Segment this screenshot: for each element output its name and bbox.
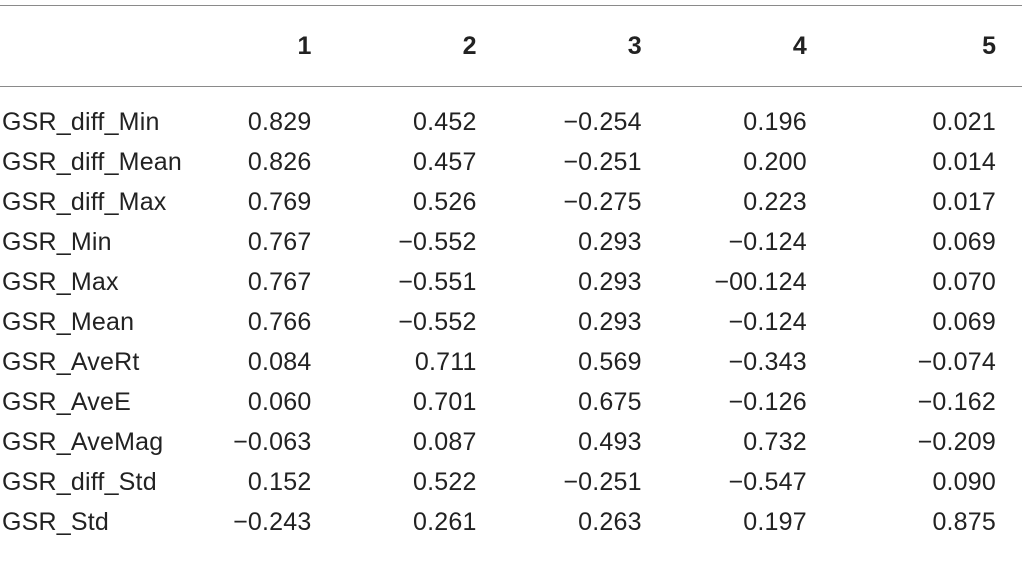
cell-col-2: −0.552 — [398, 227, 477, 256]
cell-col-4: −0.124 — [728, 307, 807, 336]
cell-col-5: 0.069 — [932, 227, 996, 256]
cell-col-5: 0.070 — [932, 267, 996, 296]
cell-col-5: 0.090 — [932, 467, 996, 496]
cell-col-2: 0.452 — [413, 107, 477, 136]
row-label: GSR_diff_Std — [2, 467, 157, 496]
cell-col-5: −0.162 — [917, 387, 996, 416]
cell-col-5: −0.209 — [917, 427, 996, 456]
cell-col-3: 0.569 — [578, 347, 642, 376]
row-label: GSR_Min — [2, 227, 112, 256]
cell-col-1: 0.767 — [247, 267, 312, 296]
table-row: GSR_diff_Mean 0.826 0.457 −0.251 0.200 0.014 — [0, 142, 1000, 182]
cell-col-3: 0.263 — [578, 507, 642, 536]
cell-col-3: 0.293 — [578, 307, 642, 336]
header-cell-3: 3 — [627, 31, 642, 60]
row-label: GSR_Max — [2, 267, 119, 296]
header-cell-label — [0, 6, 209, 86]
cell-col-1: −0.243 — [233, 507, 312, 536]
cell-col-4: −00.124 — [714, 267, 807, 296]
table-row: GSR_diff_Std 0.152 0.522 −0.251 −0.547 0.090 — [0, 462, 1000, 502]
header-cell-5: 5 — [982, 31, 996, 60]
cell-col-3: 0.493 — [578, 427, 642, 456]
cell-col-1: 0.060 — [247, 387, 312, 416]
cell-col-5: 0.021 — [932, 107, 996, 136]
cell-col-5: 0.017 — [932, 187, 996, 216]
row-label: GSR_Mean — [2, 307, 135, 336]
table-row: GSR_diff_Max 0.769 0.526 −0.275 0.223 0.017 — [0, 182, 1000, 222]
cell-col-1: 0.084 — [247, 347, 312, 376]
cell-col-4: 0.732 — [743, 427, 807, 456]
cell-col-4: 0.200 — [743, 147, 807, 176]
cell-col-3: 0.293 — [578, 267, 642, 296]
cell-col-2: 0.701 — [413, 387, 477, 416]
loadings-table: 1 2 3 4 5 GSR_diff_Min 0.829 0.452 −0.254 0.… — [0, 6, 1000, 542]
row-label: GSR_diff_Mean — [2, 147, 183, 176]
cell-col-3: −0.254 — [563, 107, 642, 136]
cell-col-2: −0.552 — [398, 307, 477, 336]
header-cell-4: 4 — [792, 31, 807, 60]
cell-col-2: 0.261 — [413, 507, 477, 536]
cell-col-1: 0.829 — [247, 107, 312, 136]
cell-col-4: −0.124 — [728, 227, 807, 256]
table-row: GSR_Max 0.767 −0.551 0.293 −00.124 0.070 — [0, 262, 1000, 302]
header-row: 1 2 3 4 5 — [0, 6, 1000, 86]
cell-col-4: 0.196 — [743, 107, 807, 136]
cell-col-1: 0.826 — [247, 147, 312, 176]
cell-col-1: 0.766 — [247, 307, 312, 336]
cell-col-2: 0.087 — [413, 427, 477, 456]
table-row: GSR_AveMag −0.063 0.087 0.493 0.732 −0.209 — [0, 422, 1000, 462]
cell-col-4: 0.197 — [743, 507, 807, 536]
cell-col-4: −0.343 — [728, 347, 807, 376]
cell-col-3: −0.275 — [563, 187, 642, 216]
table-row: GSR_AveE 0.060 0.701 0.675 −0.126 −0.162 — [0, 382, 1000, 422]
cell-col-3: −0.251 — [563, 147, 642, 176]
row-label: GSR_Std — [2, 507, 110, 536]
table-row: GSR_diff_Min 0.829 0.452 −0.254 0.196 0.021 — [0, 86, 1000, 142]
row-label: GSR_AveRt — [2, 347, 140, 376]
cell-col-3: −0.251 — [563, 467, 642, 496]
cell-col-5: 0.014 — [932, 147, 996, 176]
cell-col-2: 0.711 — [414, 347, 477, 376]
header-cell-1: 1 — [297, 31, 312, 60]
row-label: GSR_diff_Max — [2, 187, 167, 216]
cell-col-1: 0.152 — [247, 467, 312, 496]
row-label: GSR_AveMag — [2, 427, 164, 456]
table-header-rule — [0, 86, 1022, 87]
cell-col-4: −0.126 — [728, 387, 807, 416]
header-cell-2: 2 — [462, 31, 477, 60]
cell-col-5: −0.074 — [917, 347, 996, 376]
cell-col-2: −0.551 — [398, 267, 477, 296]
cell-col-1: −0.063 — [233, 427, 312, 456]
cell-col-5: 0.875 — [932, 507, 996, 536]
cell-col-2: 0.522 — [413, 467, 477, 496]
cell-col-1: 0.767 — [247, 227, 312, 256]
table-row: GSR_Min 0.767 −0.552 0.293 −0.124 0.069 — [0, 222, 1000, 262]
table-row: GSR_Mean 0.766 −0.552 0.293 −0.124 0.069 — [0, 302, 1000, 342]
row-label: GSR_AveE — [2, 387, 131, 416]
cell-col-3: 0.675 — [578, 387, 642, 416]
cell-col-4: −0.547 — [728, 467, 807, 496]
cell-col-1: 0.769 — [247, 187, 312, 216]
table-body: GSR_diff_Min 0.829 0.452 −0.254 0.196 0.021 GS… — [0, 86, 1000, 542]
cell-col-4: 0.223 — [743, 187, 807, 216]
cell-col-2: 0.526 — [413, 187, 477, 216]
table-row: GSR_AveRt 0.084 0.711 0.569 −0.343 −0.074 — [0, 342, 1000, 382]
table-top-rule — [0, 5, 1022, 6]
cell-col-3: 0.293 — [578, 227, 642, 256]
cell-col-2: 0.457 — [413, 147, 477, 176]
row-label: GSR_diff_Min — [2, 107, 160, 136]
cell-col-5: 0.069 — [932, 307, 996, 336]
table-row: GSR_Std −0.243 0.261 0.263 0.197 0.875 — [0, 502, 1000, 542]
